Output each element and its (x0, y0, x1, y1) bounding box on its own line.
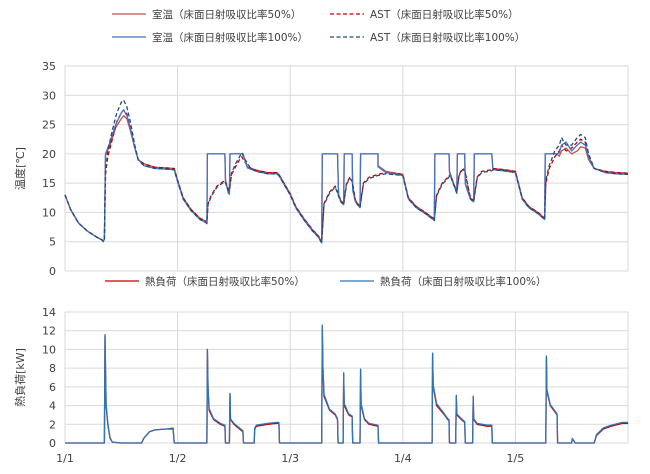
heat-load-legend: 熱負荷（床面日射吸収比率50%） 熱負荷（床面日射吸収比率100%） (105, 275, 547, 288)
y-tick-label: 0 (49, 265, 56, 278)
series-line (64, 99, 629, 244)
y-tick-label: 30 (42, 89, 56, 102)
series-line (64, 115, 629, 243)
series-line (65, 324, 628, 444)
x-tick-label: 1/2 (169, 452, 187, 465)
legend-label: 室温（床面日射吸収比率100%） (152, 31, 308, 44)
y-tick-label: 10 (42, 343, 56, 356)
legend-label: AST（床面日射吸収比率50%） (370, 8, 519, 21)
y-tick-label: 12 (42, 325, 56, 338)
y-tick-label: 2 (49, 418, 56, 431)
legend-label: 熱負荷（床面日射吸収比率50%） (145, 275, 305, 288)
y-tick-label: 14 (42, 306, 56, 319)
y-tick-label: 35 (42, 60, 56, 73)
temperature-y-axis-label: 温度[℃] (13, 147, 27, 190)
y-tick-label: 25 (42, 119, 56, 132)
series-line (65, 326, 628, 444)
heat-load-y-ticks: 0 2 4 6 8 10 12 14 (42, 306, 56, 450)
heat-load-x-ticks: 1/1 1/2 1/3 1/4 1/5 (56, 452, 524, 465)
y-tick-label: 5 (49, 236, 56, 249)
legend-label: 室温（床面日射吸収比率50%） (152, 8, 301, 21)
x-tick-label: 1/5 (507, 452, 525, 465)
y-tick-label: 10 (42, 206, 56, 219)
x-tick-label: 1/4 (394, 452, 412, 465)
y-tick-label: 0 (49, 437, 56, 450)
y-tick-label: 8 (49, 362, 56, 375)
series-line (64, 109, 629, 244)
x-tick-label: 1/1 (56, 452, 74, 465)
heat-load-gridlines (64, 311, 629, 444)
y-tick-label: 15 (42, 177, 56, 190)
series-line (64, 109, 629, 243)
x-tick-label: 1/3 (281, 452, 299, 465)
heat-load-series (65, 324, 628, 444)
temperature-y-ticks: 0 5 10 15 20 25 30 35 (42, 60, 56, 278)
heat-load-y-axis-label: 熱負荷[kW] (14, 348, 27, 407)
y-tick-label: 20 (42, 148, 56, 161)
temperature-legend: 室温（床面日射吸収比率50%） AST（床面日射吸収比率50%） 室温（床面日射吸収… (112, 8, 525, 44)
heat-load-chart: 0 2 4 6 8 10 12 14 1/1 1/2 1/3 1/4 1/5 熱負荷（床面日射吸収比率… (14, 275, 629, 465)
temperature-gridlines (64, 65, 629, 272)
y-tick-label: 6 (49, 381, 56, 394)
y-tick-label: 4 (49, 400, 56, 413)
legend-label: AST（床面日射吸収比率100%） (370, 31, 525, 44)
legend-label: 熱負荷（床面日射吸収比率100%） (380, 275, 547, 288)
temperature-series (64, 99, 629, 244)
temperature-chart: 0 5 10 15 20 25 30 35 室温（床面日射吸収比率50%） AST（床面日射吸収… (13, 8, 629, 278)
